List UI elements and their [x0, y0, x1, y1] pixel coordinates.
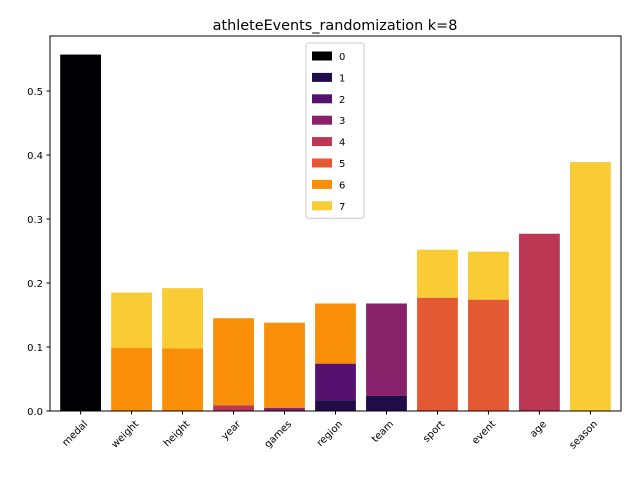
legend-label-5: 5 — [339, 159, 345, 170]
legend-swatch-4 — [312, 137, 332, 147]
y-tick-label: 0.1 — [27, 343, 43, 354]
y-tick-label: 0.2 — [27, 279, 43, 290]
legend-swatch-1 — [312, 72, 332, 82]
legend-swatch-7 — [312, 201, 332, 211]
legend-swatch-2 — [312, 94, 332, 104]
legend-frame — [305, 42, 365, 219]
legend-label-0: 0 — [339, 52, 345, 63]
bar-height-series-6 — [162, 348, 203, 411]
y-axis: 0.0 0.1 0.2 0.3 0.4 0.5 — [27, 87, 50, 418]
bar-sport-series-7 — [417, 249, 458, 298]
bar-season-series-7 — [570, 162, 611, 411]
chart-title: athleteEvents_randomization k=8 — [213, 18, 458, 34]
bar-games-series-3 — [264, 407, 305, 411]
bar-event-series-5 — [468, 299, 509, 411]
legend-label-3: 3 — [339, 116, 345, 127]
bar-games-series-6 — [264, 322, 305, 408]
bar-weight-series-6 — [111, 347, 152, 411]
legend-label-2: 2 — [339, 95, 345, 106]
legend-label-4: 4 — [339, 138, 345, 149]
legend: 0 1 2 3 4 5 6 7 — [305, 42, 365, 219]
bar-year-series-6 — [213, 318, 254, 406]
bar-year-series-4 — [213, 405, 254, 411]
y-tick-label: 0.5 — [27, 87, 43, 98]
legend-label-7: 7 — [339, 202, 345, 213]
bar-height-series-7 — [162, 288, 203, 349]
bar-sport-series-5 — [417, 297, 458, 411]
legend-swatch-0 — [312, 51, 332, 61]
y-tick-label: 0.0 — [27, 407, 43, 418]
legend-swatch-6 — [312, 179, 332, 189]
bar-region-series-6 — [315, 303, 356, 364]
bar-event-series-7 — [468, 251, 509, 300]
legend-swatch-5 — [312, 158, 332, 168]
y-tick-label: 0.4 — [27, 151, 43, 162]
legend-label-6: 6 — [339, 180, 345, 191]
bar-team-series-1 — [366, 395, 407, 411]
legend-swatch-3 — [312, 115, 332, 125]
bar-age-series-4 — [519, 233, 560, 411]
bar-weight-series-7 — [111, 292, 152, 348]
bar-region-series-1 — [315, 400, 356, 411]
y-tick-label: 0.3 — [27, 215, 43, 226]
bar-medal-series-0 — [60, 54, 101, 412]
bars-group — [60, 54, 611, 412]
bar-region-series-2 — [315, 363, 356, 401]
legend-label-1: 1 — [339, 73, 345, 84]
bar-team-series-3 — [366, 303, 407, 396]
